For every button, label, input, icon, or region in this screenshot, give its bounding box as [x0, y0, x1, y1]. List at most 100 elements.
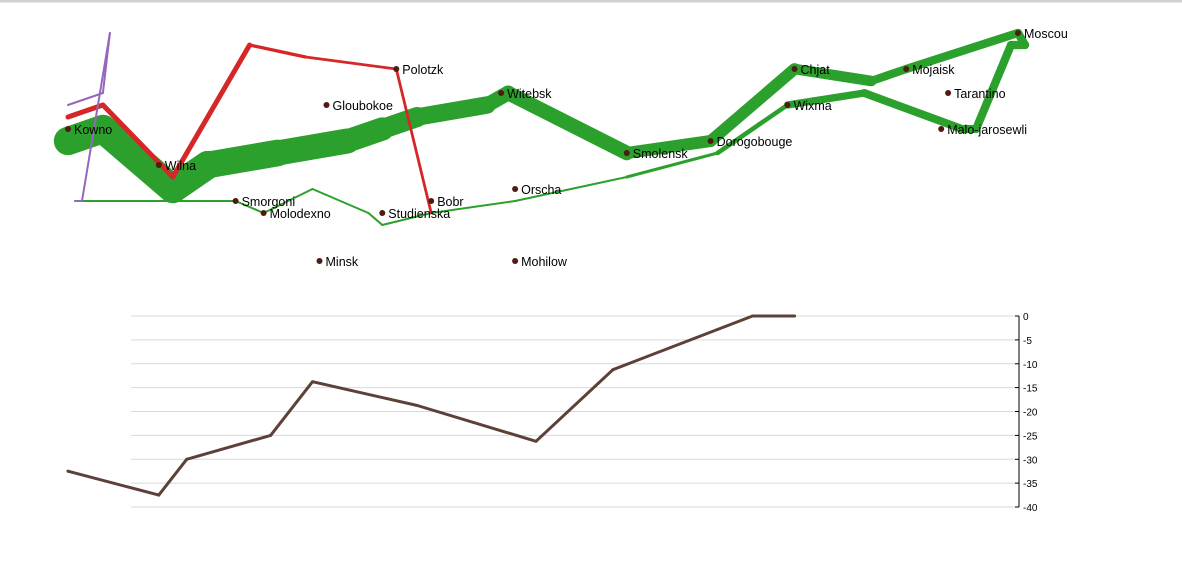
temperature-point: [185, 457, 189, 461]
city-smolensk: Smolensk: [623, 147, 689, 161]
city-label: Molodexno: [270, 207, 331, 221]
flow-segment: [262, 188, 314, 214]
temperature-tick-label: -20: [1023, 408, 1038, 419]
flow-segment: [247, 43, 308, 59]
flow-segment: [704, 63, 801, 147]
flow-segment: [67, 92, 104, 106]
flow-segment: [88, 114, 187, 204]
temperature-tick-label: -5: [1023, 336, 1032, 347]
city-marker: [903, 66, 910, 72]
city-marker: [498, 90, 505, 96]
temperature-tick-label: -15: [1023, 384, 1038, 395]
city-label: Orscha: [521, 183, 561, 197]
flow-segment: [304, 55, 398, 71]
city-label: Dorogobouge: [717, 135, 793, 149]
flow-segment: [500, 85, 635, 161]
city-marker: [379, 210, 386, 216]
city-label: Chjat: [801, 63, 831, 77]
city-label: Studienska: [388, 207, 450, 221]
flow-segment: [860, 89, 967, 133]
flow-group-1: [53, 28, 1030, 226]
city-smorgoni: Smorgoni: [232, 195, 296, 209]
temperature-grid: [131, 315, 1016, 508]
city-marker: [65, 126, 71, 132]
temperature-point: [415, 404, 419, 407]
temperature-point: [269, 433, 273, 437]
city-label: Witebsk: [507, 87, 552, 101]
temperature-axis: 0 -5 -10 -15 -20 -25 -30 -35 -40: [1015, 312, 1038, 514]
city-label: Tarantino: [954, 87, 1005, 101]
temperature-line-layer: [66, 314, 796, 497]
city-label: Bobr: [437, 195, 463, 209]
city-label: Moscou: [1024, 27, 1068, 41]
temperature-point: [751, 314, 755, 318]
city-label: Minsk: [326, 255, 359, 269]
flow-segment: [394, 67, 433, 215]
city-marker: [323, 102, 330, 108]
temperature-tick-label: 0: [1023, 312, 1029, 323]
city-marker: [512, 186, 519, 192]
flow-segment: [367, 212, 384, 226]
flow-segment: [789, 63, 877, 87]
city-tarantino: Tarantino: [945, 87, 1006, 101]
city-marker: [316, 258, 323, 264]
flow-segment: [715, 102, 790, 156]
flow-segment: [170, 42, 253, 180]
temperature-tick-label: -35: [1023, 479, 1038, 490]
city-label: Wixma: [794, 99, 832, 113]
city-molodexno: Molodexno: [260, 207, 331, 221]
flow-segment: [625, 151, 720, 179]
temperature-tick-label: -40: [1023, 503, 1038, 514]
flow-segment: [430, 200, 517, 214]
city-kowno: Kowno: [65, 123, 112, 137]
city-malo-jarosewli: Malo-jarosewli: [938, 123, 1027, 137]
flow-segment: [381, 212, 433, 226]
flow-segment: [620, 134, 717, 160]
flow-segment: [408, 96, 496, 126]
city-wilna: Wilna: [155, 159, 196, 173]
city-label: Wilna: [165, 159, 196, 173]
city-marker: [232, 198, 239, 204]
map-flow-layer: [53, 28, 1030, 226]
city-marker: [791, 66, 798, 72]
flow-segment: [514, 176, 628, 202]
city-marker: [512, 258, 519, 264]
flow-group-3: [67, 32, 111, 202]
flow-segment: [902, 28, 1023, 74]
temperature-point: [157, 493, 161, 497]
city-label: Mojaisk: [912, 63, 955, 77]
city-marker: [938, 126, 945, 132]
flow-segment: [81, 32, 111, 202]
city-marker: [155, 162, 162, 168]
temperature-point: [611, 368, 615, 372]
city-label: Smorgoni: [242, 195, 296, 209]
temperature-point: [66, 469, 70, 473]
city-marker: [428, 198, 435, 204]
city-bobr: Bobr: [428, 195, 464, 209]
flow-segment: [311, 188, 370, 214]
temperature-tick-label: -25: [1023, 431, 1038, 442]
city-marker: [707, 138, 714, 144]
city-gloubokoe: Gloubokoe: [323, 99, 393, 113]
city-witebsk: Witebsk: [498, 87, 552, 101]
city-label: Kowno: [74, 123, 112, 137]
flow-segment: [971, 40, 1016, 134]
flow-segment: [234, 200, 265, 214]
city-wixma: Wixma: [784, 99, 832, 113]
city-moscou: Moscou: [1015, 27, 1068, 41]
city-label: Malo-jarosewli: [947, 123, 1027, 137]
temperature-tick-label: -30: [1023, 455, 1038, 466]
city-marker: [623, 150, 630, 156]
city-minsk: Minsk: [316, 255, 359, 269]
city-dorogobouge: Dorogobouge: [707, 135, 793, 149]
city-label: Mohilow: [521, 255, 568, 269]
flow-segment: [265, 128, 360, 166]
city-marker: [1015, 30, 1021, 36]
temperature-point: [793, 314, 796, 318]
city-label: Smolensk: [633, 147, 689, 161]
flow-segment: [867, 64, 911, 86]
city-marker: [393, 66, 400, 72]
city-polotzk: Polotzk: [393, 63, 444, 77]
